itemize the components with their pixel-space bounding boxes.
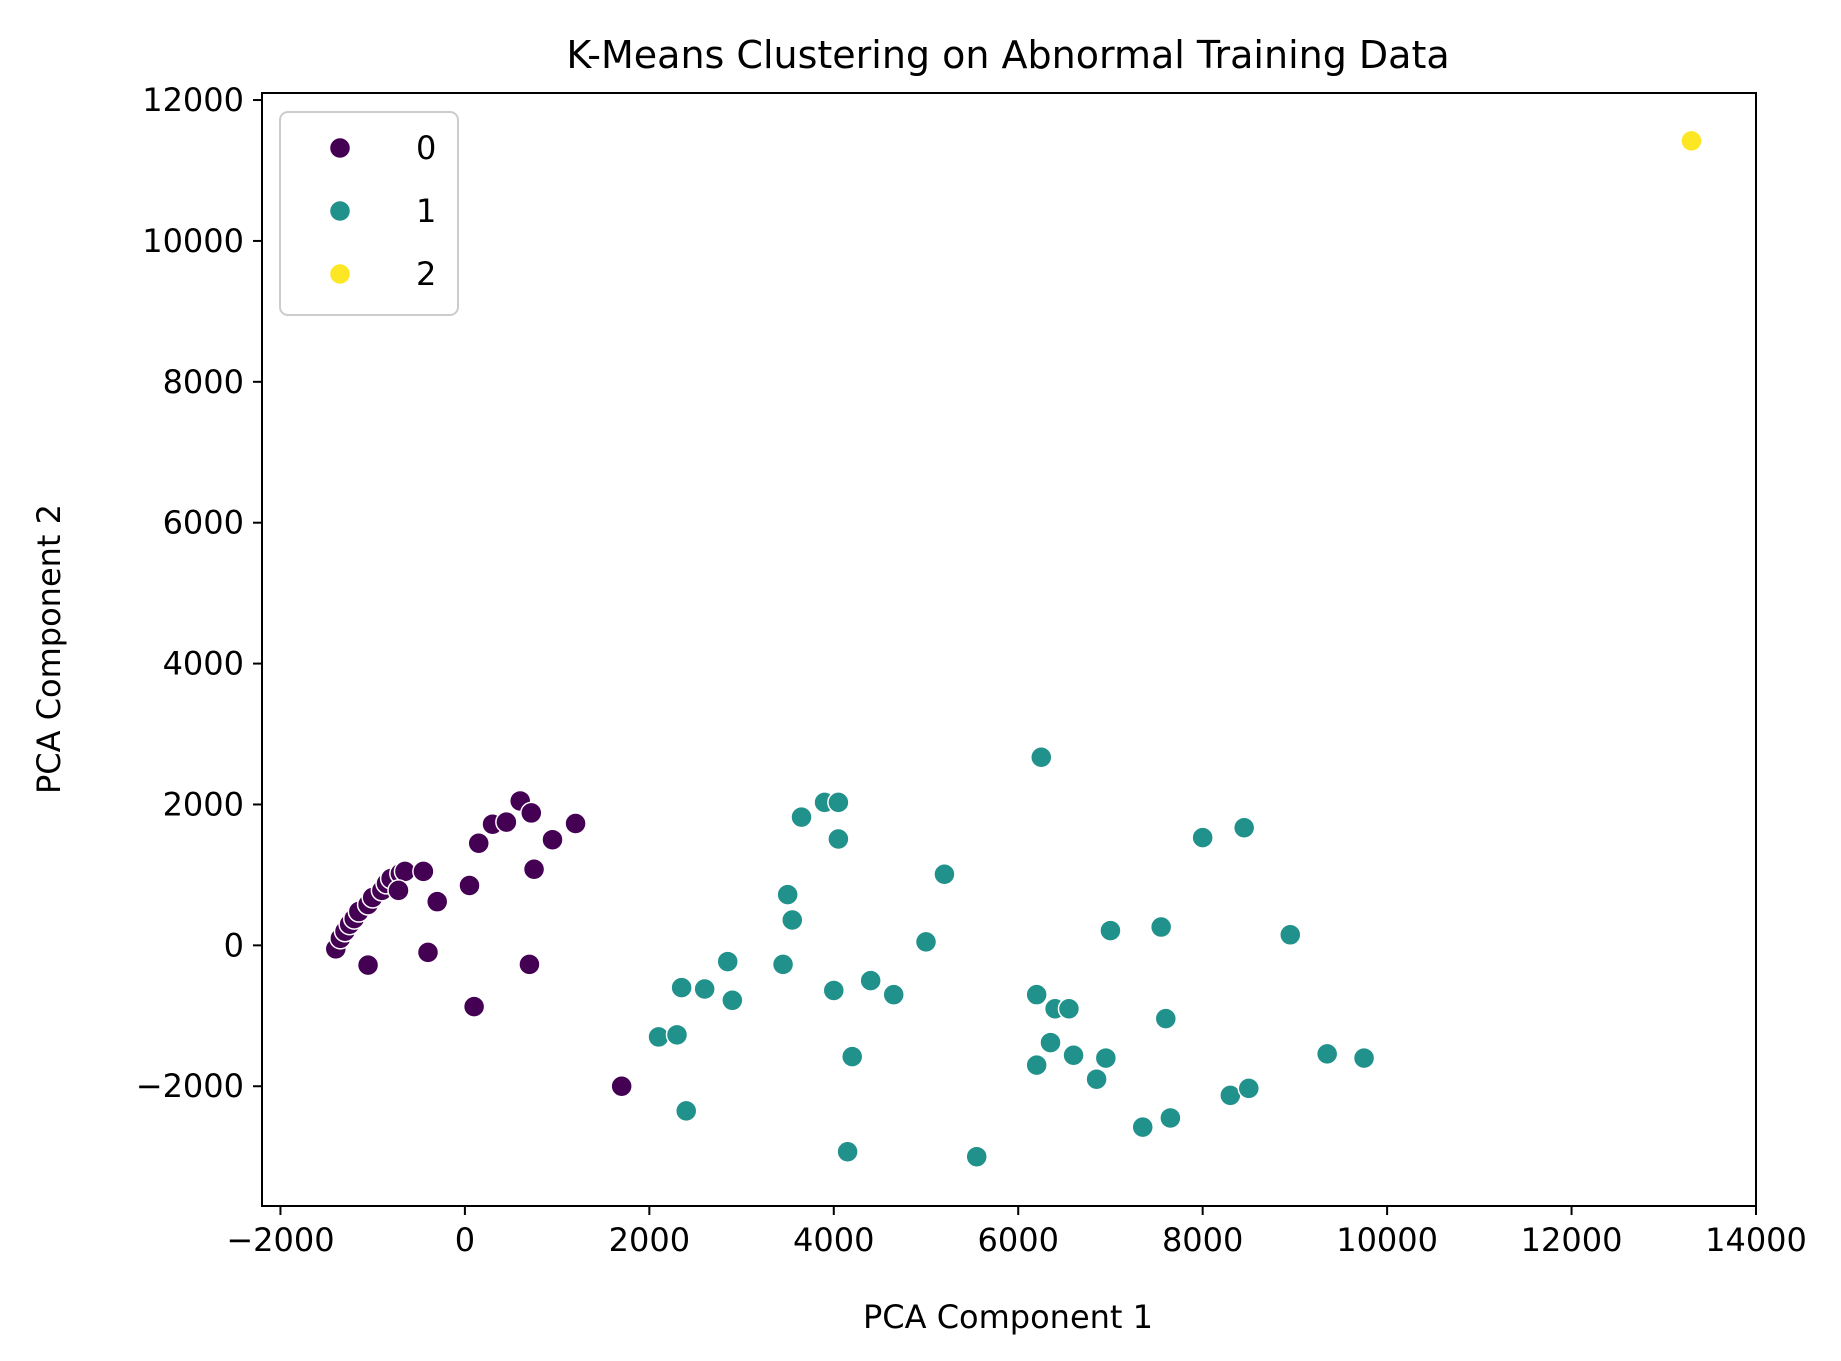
point-cluster-1-33 [1149, 915, 1173, 939]
point-cluster-1-24 [1030, 746, 1053, 769]
legend-label-0: 0 [416, 129, 436, 167]
x-tick-label: 14000 [1705, 1221, 1807, 1259]
plot-frame [261, 92, 1757, 1207]
point-cluster-0-19 [458, 874, 481, 897]
point-cluster-1-42 [1352, 1046, 1376, 1070]
point-cluster-1-41 [1315, 1042, 1339, 1066]
chart-title: K-Means Clustering on Abnormal Training … [566, 33, 1449, 77]
point-cluster-0-27 [541, 828, 564, 851]
point-cluster-0-28 [564, 812, 587, 835]
point-cluster-1-22 [1025, 983, 1048, 1006]
point-cluster-0-18 [462, 995, 486, 1018]
point-cluster-1-36 [1191, 826, 1214, 849]
y-tick-label: 8000 [163, 363, 244, 401]
y-axis-label: PCA Component 2 [30, 504, 68, 794]
point-cluster-1-30 [1094, 1046, 1118, 1070]
point-cluster-0-22 [495, 810, 518, 834]
point-cluster-1-12 [827, 791, 850, 814]
point-cluster-1-6 [721, 989, 744, 1012]
x-tick-label: 2000 [609, 1221, 690, 1259]
point-cluster-1-34 [1154, 1007, 1178, 1030]
point-cluster-1-25 [1039, 1031, 1062, 1054]
point-cluster-1-14 [822, 979, 846, 1002]
legend-marker-0 [328, 136, 352, 160]
point-cluster-1-2 [670, 976, 693, 999]
y-tick-label: 10000 [142, 222, 244, 260]
y-tick-label: 6000 [163, 504, 244, 542]
y-axis-ticks: −2000 0 2000 4000 6000 8000 10000 12000 [136, 81, 262, 1105]
point-cluster-1-13 [827, 827, 850, 851]
point-cluster-0-24 [520, 801, 543, 825]
point-cluster-1-31 [1099, 919, 1122, 942]
x-axis-ticks: −2000 0 2000 4000 6000 8000 10000 12000 14000 [226, 1206, 1807, 1259]
point-cluster-0-17 [425, 890, 449, 913]
point-cluster-1-8 [776, 883, 799, 906]
point-cluster-1-21 [965, 1145, 988, 1168]
y-tick-label: 2000 [163, 785, 244, 823]
point-cluster-0-25 [522, 858, 546, 881]
legend-label-2: 2 [416, 255, 436, 293]
point-cluster-1-19 [914, 930, 938, 954]
legend-box [279, 111, 459, 316]
point-cluster-1-1 [665, 1023, 689, 1047]
point-cluster-1-5 [716, 950, 739, 973]
point-cluster-2-0 [1680, 129, 1703, 153]
point-cluster-1-39 [1237, 1077, 1261, 1100]
point-cluster-0-16 [416, 941, 440, 964]
point-cluster-0-13 [387, 879, 410, 902]
point-cluster-1-32 [1131, 1115, 1154, 1139]
legend-entries: 0 1 2 [328, 129, 436, 293]
plot-marks [324, 129, 1703, 1168]
y-tick-label: 12000 [142, 81, 244, 119]
legend-marker-1 [328, 199, 352, 223]
point-cluster-1-10 [790, 805, 813, 829]
x-axis-label: PCA Component 1 [863, 1298, 1153, 1336]
point-cluster-1-17 [859, 969, 882, 992]
point-cluster-1-3 [674, 1099, 698, 1123]
point-cluster-0-14 [412, 860, 435, 883]
point-cluster-1-7 [771, 953, 795, 976]
x-tick-label: 4000 [793, 1221, 874, 1259]
point-cluster-1-28 [1062, 1044, 1085, 1067]
point-cluster-1-0 [647, 1025, 670, 1049]
point-cluster-0-26 [518, 953, 541, 976]
x-tick-label: 0 [455, 1221, 475, 1259]
point-cluster-1-35 [1159, 1106, 1182, 1130]
point-cluster-1-29 [1085, 1067, 1108, 1091]
x-tick-label: 8000 [1162, 1221, 1243, 1259]
point-cluster-0-15 [356, 953, 380, 977]
legend-label-1: 1 [416, 192, 436, 230]
legend: 0 1 2 [279, 111, 459, 316]
x-tick-label: 6000 [978, 1221, 1059, 1259]
point-cluster-1-20 [933, 862, 956, 886]
point-cluster-1-18 [882, 983, 905, 1006]
y-tick-label: 4000 [163, 645, 244, 683]
point-cluster-0-20 [467, 831, 490, 855]
point-cluster-1-40 [1279, 923, 1302, 947]
x-tick-label: 12000 [1521, 1221, 1623, 1259]
point-cluster-1-9 [781, 908, 804, 932]
point-cluster-1-38 [1232, 816, 1256, 839]
point-cluster-1-15 [836, 1140, 859, 1164]
point-cluster-1-23 [1025, 1053, 1048, 1077]
y-tick-label: 0 [224, 926, 244, 964]
point-cluster-1-4 [693, 977, 716, 1001]
x-tick-label: 10000 [1336, 1221, 1438, 1259]
point-cluster-0-29 [610, 1074, 633, 1098]
y-tick-label: −2000 [136, 1067, 244, 1105]
point-cluster-1-27 [1057, 997, 1081, 1021]
point-cluster-1-16 [840, 1045, 864, 1068]
legend-marker-2 [328, 262, 352, 286]
x-tick-label: −2000 [226, 1221, 334, 1259]
